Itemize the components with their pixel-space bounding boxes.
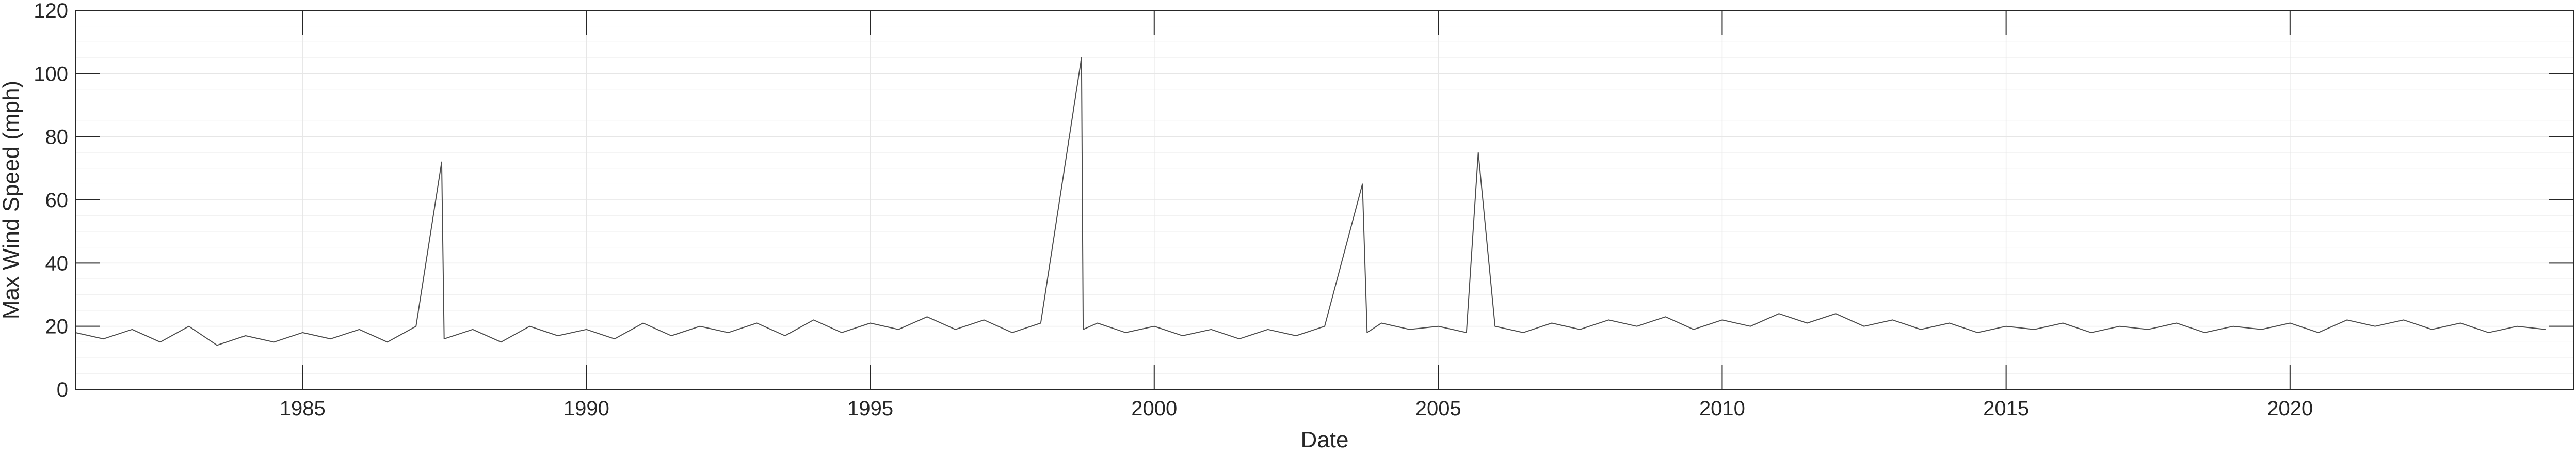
wind-speed-series-line	[75, 57, 2546, 346]
y-tick-label: 0	[57, 379, 68, 401]
x-tick-label: 2020	[2267, 397, 2313, 420]
y-tick-label: 120	[34, 0, 68, 22]
y-tick-label: 20	[45, 316, 69, 338]
x-tick-label: 1985	[280, 397, 326, 420]
x-tick-label: 2005	[1415, 397, 1461, 420]
y-tick-label: 80	[45, 126, 69, 149]
x-tick-label: 2010	[1699, 397, 1745, 420]
y-tick-label: 100	[34, 63, 68, 85]
y-tick-label: 40	[45, 252, 69, 275]
y-tick-labels: 0 20 40 60 80 100 120	[34, 0, 68, 401]
x-tick-label: 2015	[1983, 397, 2029, 420]
minor-grid	[75, 26, 2574, 374]
x-tick-label: 1995	[847, 397, 893, 420]
y-tick-label: 60	[45, 189, 69, 212]
y-axis-label: Max Wind Speed (mph)	[0, 81, 24, 319]
plot-frame	[75, 10, 2574, 390]
x-tick-labels: 1985 1990 1995 2000 2005 2010 2015 2020	[280, 397, 2313, 420]
x-tick-label: 1990	[564, 397, 609, 420]
x-axis-label: Date	[1301, 427, 1349, 452]
x-tick-label: 2000	[1131, 397, 1177, 420]
series-group	[75, 57, 2546, 346]
